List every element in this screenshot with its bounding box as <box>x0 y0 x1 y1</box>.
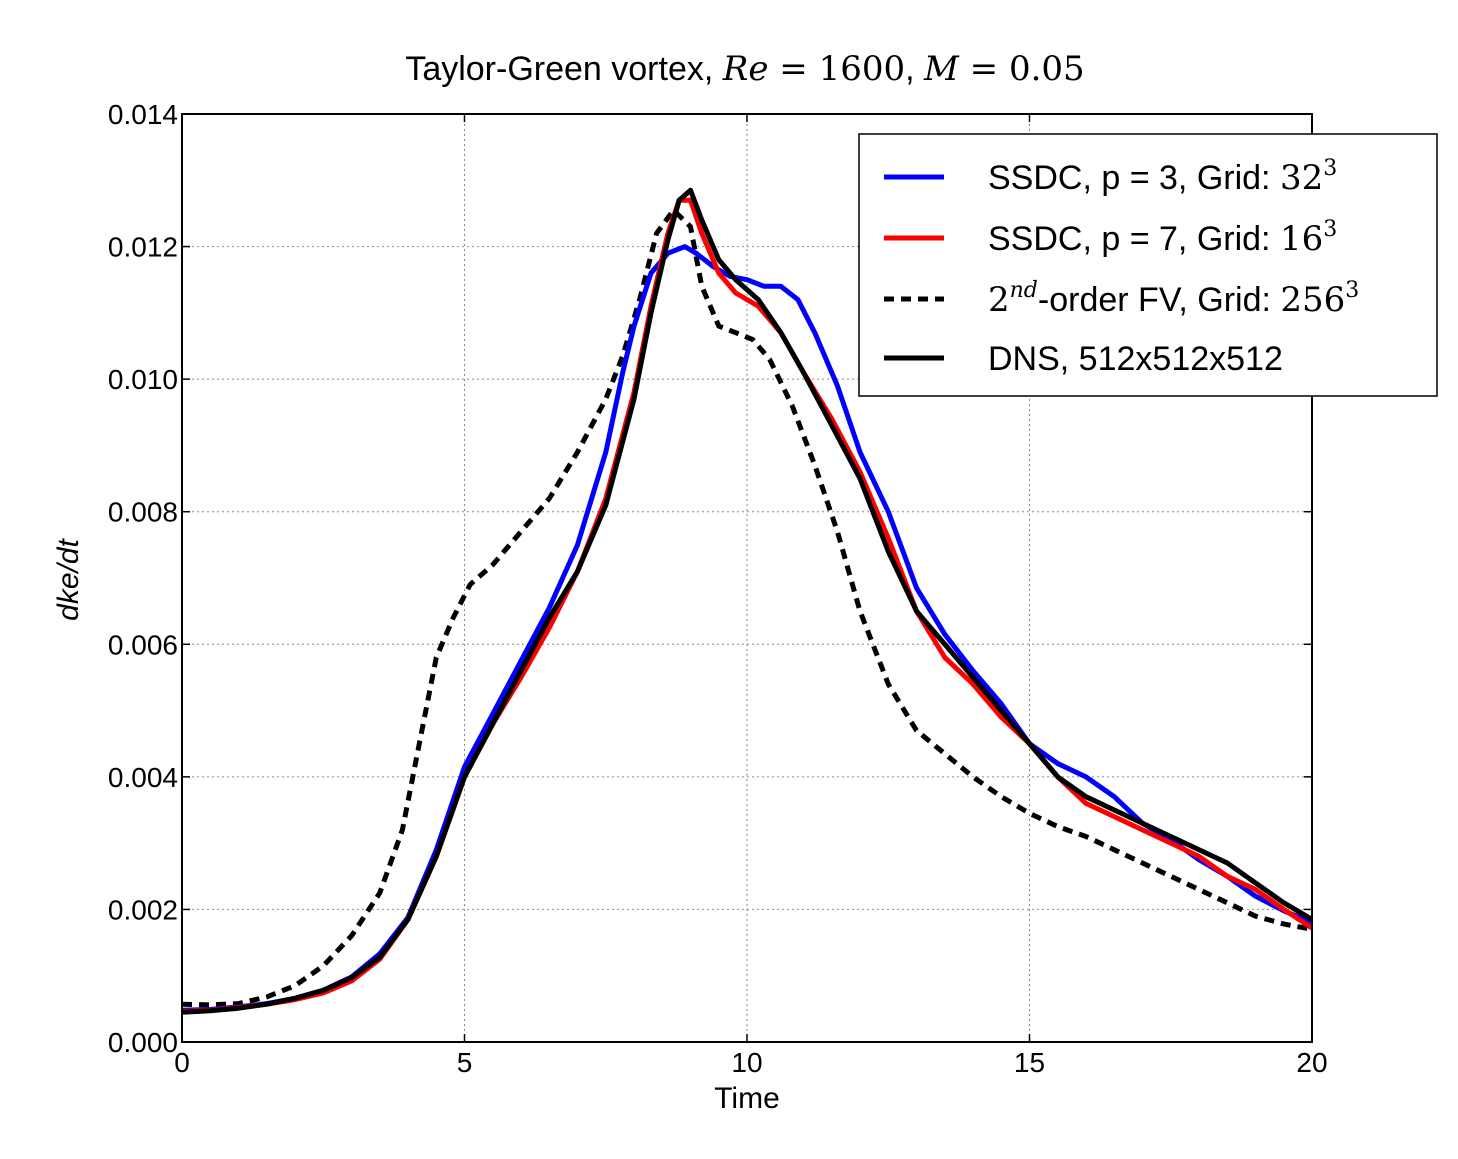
y-axis-label: dke/dt <box>52 537 85 620</box>
title-m-eq: = <box>959 49 1009 89</box>
y-tick-label: 0.004 <box>108 762 178 793</box>
x-tick-label: 5 <box>457 1047 473 1078</box>
y-tick-label: 0.008 <box>108 497 178 528</box>
legend-grid-sup-fv-2nd: 3 <box>1345 278 1359 303</box>
legend-label-ssdc-p3: SSDC, p = 3, Grid: <box>988 159 1280 197</box>
x-tick-label: 0 <box>174 1047 190 1078</box>
title-sep: , <box>905 50 924 88</box>
legend-grid-sup-ssdc-p7: 3 <box>1323 217 1337 242</box>
y-tick-label: 0.006 <box>108 629 178 660</box>
legend-item-fv-2nd: 2nd-order FV, Grid: 2563 <box>988 278 1359 320</box>
legend-order-sup-fv-2nd: nd <box>1010 278 1038 303</box>
y-tick-label: 0.012 <box>108 232 178 263</box>
y-tick-label: 0.014 <box>108 99 178 130</box>
series-line-fv-2nd <box>181 207 1313 1008</box>
title-re-var: Re <box>722 49 769 89</box>
series-line-dns <box>181 187 1314 1015</box>
title-m-var: M <box>923 49 960 89</box>
title-prefix: Taylor-Green vortex, <box>405 50 722 88</box>
legend-item-dns: DNS, 512x512x512 <box>988 340 1283 378</box>
title-re-eq: = <box>769 49 819 89</box>
x-tick-label: 20 <box>1296 1047 1327 1078</box>
legend-box <box>858 133 1438 397</box>
y-tick-label: 0.000 <box>108 1027 178 1058</box>
y-tick-label: 0.010 <box>108 364 178 395</box>
legend-order-fv-2nd: 2 <box>988 280 1010 320</box>
series-layer <box>181 187 1314 1015</box>
legend: SSDC, p = 3, Grid: 323 SSDC, p = 7, Grid… <box>858 133 1438 397</box>
title-re-val: 1600 <box>819 49 906 89</box>
legend-label-fv-2nd: -order FV, Grid: <box>1038 281 1280 319</box>
chart-title: Taylor-Green vortex, Re = 1600, M = 0.05 <box>405 49 1084 89</box>
legend-item-ssdc-p7: SSDC, p = 7, Grid: 163 <box>988 217 1337 259</box>
x-tick-label: 10 <box>731 1047 762 1078</box>
plot-frame <box>181 113 1313 1043</box>
legend-label-dns: DNS, 512x512x512 <box>988 340 1283 378</box>
x-tick-label: 15 <box>1014 1047 1045 1078</box>
legend-grid-sup-ssdc-p3: 3 <box>1323 156 1337 181</box>
title-m-val: 0.05 <box>1009 49 1085 89</box>
legend-item-ssdc-p3: SSDC, p = 3, Grid: 323 <box>988 156 1337 198</box>
legend-label-ssdc-p7: SSDC, p = 7, Grid: <box>988 220 1280 258</box>
axis-ticks: 0 5 10 15 20 0.000 0.002 0.004 0.006 0.008 0.010 0.… <box>108 99 1328 1078</box>
legend-grid-ssdc-p3: 32 <box>1280 158 1323 198</box>
x-axis-label: Time <box>714 1082 780 1115</box>
legend-grid-fv-2nd: 256 <box>1280 280 1345 320</box>
y-tick-label: 0.002 <box>108 894 178 925</box>
legend-grid-ssdc-p7: 16 <box>1280 219 1323 259</box>
